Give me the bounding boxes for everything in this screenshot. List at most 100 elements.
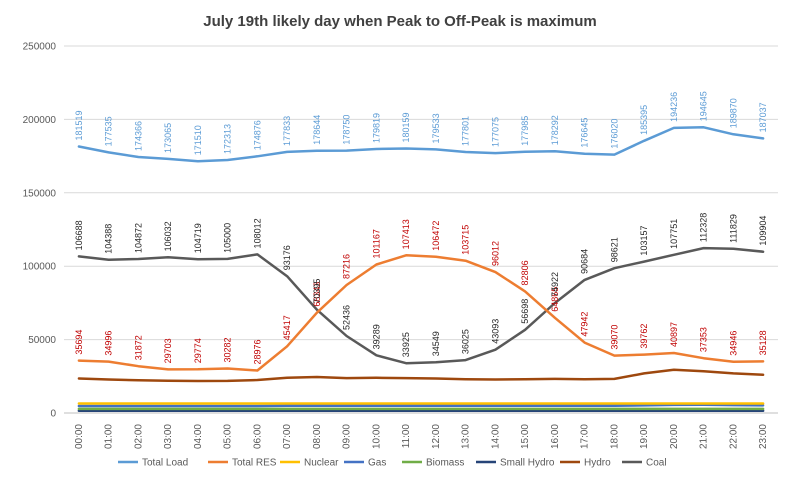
data-label: 106472 [431, 221, 441, 251]
data-label: 194236 [669, 92, 679, 122]
x-tick-label: 20:00 [669, 424, 680, 449]
data-label: 178292 [550, 115, 560, 145]
data-label: 74922 [550, 272, 560, 297]
data-label: 177535 [104, 116, 114, 146]
y-tick-label: 250000 [23, 42, 57, 53]
data-label: 104719 [193, 223, 203, 253]
y-tick-label: 150000 [23, 188, 57, 199]
x-tick-label: 07:00 [282, 424, 293, 449]
y-tick-label: 100000 [23, 262, 57, 273]
data-label: 103715 [461, 225, 471, 255]
y-tick-label: 200000 [23, 115, 57, 126]
data-label: 194645 [699, 91, 709, 121]
data-label: 103157 [639, 226, 649, 256]
data-label: 109904 [758, 216, 768, 246]
data-label: 107751 [669, 219, 679, 249]
data-label: 177075 [490, 117, 500, 147]
legend-label: Total Load [142, 458, 188, 469]
data-label: 33925 [401, 332, 411, 357]
data-label: 107413 [401, 219, 411, 249]
legend: Total Load Total RES Nuclear Gas Biomass Smal… [118, 458, 667, 469]
data-label: 37353 [699, 327, 709, 352]
x-tick-label: 04:00 [193, 424, 204, 449]
data-label: 106688 [74, 220, 84, 250]
data-label: 174876 [252, 120, 262, 150]
x-axis: 00:00 01:00 02:00 03:00 04:00 05:00 06:00 07:00… [74, 424, 769, 449]
data-label: 56698 [520, 299, 530, 324]
data-label: 179533 [431, 113, 441, 143]
legend-label: Nuclear [304, 458, 339, 469]
data-label: 98621 [609, 237, 619, 262]
x-tick-label: 10:00 [371, 424, 382, 449]
data-label: 105000 [223, 223, 233, 253]
legend-label: Hydro [584, 458, 611, 469]
data-label: 178750 [342, 115, 352, 145]
x-tick-label: 03:00 [163, 424, 174, 449]
data-label: 101167 [371, 229, 381, 258]
data-label: 31872 [133, 335, 143, 360]
x-tick-label: 18:00 [609, 424, 620, 449]
data-label: 176020 [609, 119, 619, 149]
data-label: 36025 [461, 329, 471, 354]
data-label: 40897 [669, 322, 679, 347]
x-tick-label: 16:00 [550, 424, 561, 449]
data-label: 181519 [74, 110, 84, 140]
data-label: 70395 [312, 279, 322, 304]
y-tick-label: 50000 [28, 335, 56, 346]
data-label: 34549 [431, 331, 441, 356]
data-label: 111829 [728, 214, 738, 243]
data-label: 176645 [580, 118, 590, 148]
data-label: 178644 [312, 115, 322, 145]
data-label: 35128 [758, 330, 768, 355]
legend-item: Gas [344, 458, 386, 469]
x-tick-label: 09:00 [342, 424, 353, 449]
data-label: 64865 [550, 287, 560, 312]
series-line [77, 246, 765, 365]
data-label: 179819 [371, 113, 381, 143]
data-label: 187037 [758, 102, 768, 132]
data-label: 29703 [163, 338, 173, 363]
x-tick-label: 02:00 [133, 424, 144, 449]
x-tick-label: 15:00 [520, 424, 531, 449]
data-label: 174366 [133, 121, 143, 151]
data-label: 82806 [520, 260, 530, 285]
data-label: 173065 [163, 123, 173, 153]
data-label: 47942 [580, 312, 590, 337]
data-label: 39289 [371, 324, 381, 349]
y-axis: 0 50000 100000 150000 200000 250000 [23, 42, 57, 420]
legend-item: Biomass [402, 458, 464, 469]
data-label: 68343 [312, 282, 322, 307]
data-label: 90684 [580, 249, 590, 274]
data-label: 112328 [699, 213, 709, 242]
x-tick-label: 13:00 [461, 424, 472, 449]
x-tick-label: 12:00 [431, 424, 442, 449]
data-labels: 181519 177535 174366 173065 171510 172313 1748… [74, 91, 768, 364]
series-lines [77, 126, 765, 413]
data-label: 189870 [728, 98, 738, 128]
legend-label: Coal [646, 458, 667, 469]
data-label: 28976 [252, 339, 262, 364]
x-tick-label: 19:00 [639, 424, 650, 449]
legend-item: Hydro [560, 458, 611, 469]
data-label: 34946 [728, 331, 738, 356]
data-label: 177985 [520, 116, 530, 146]
data-label: 35694 [74, 330, 84, 355]
data-label: 172313 [223, 124, 233, 154]
data-label: 39070 [609, 325, 619, 350]
legend-label: Small Hydro [500, 458, 555, 469]
data-label: 39762 [639, 324, 649, 349]
data-label: 29774 [193, 338, 203, 363]
series-line [77, 254, 765, 372]
x-tick-label: 06:00 [252, 424, 263, 449]
data-label: 177833 [282, 116, 292, 146]
data-label: 34996 [104, 331, 114, 356]
data-label: 104388 [104, 224, 114, 254]
x-tick-label: 11:00 [401, 424, 412, 449]
x-tick-label: 22:00 [728, 424, 739, 449]
series-line [77, 403, 765, 408]
x-tick-label: 17:00 [580, 424, 591, 449]
data-label: 171510 [193, 125, 203, 155]
data-label: 93176 [282, 245, 292, 270]
legend-item: Nuclear [280, 458, 339, 469]
